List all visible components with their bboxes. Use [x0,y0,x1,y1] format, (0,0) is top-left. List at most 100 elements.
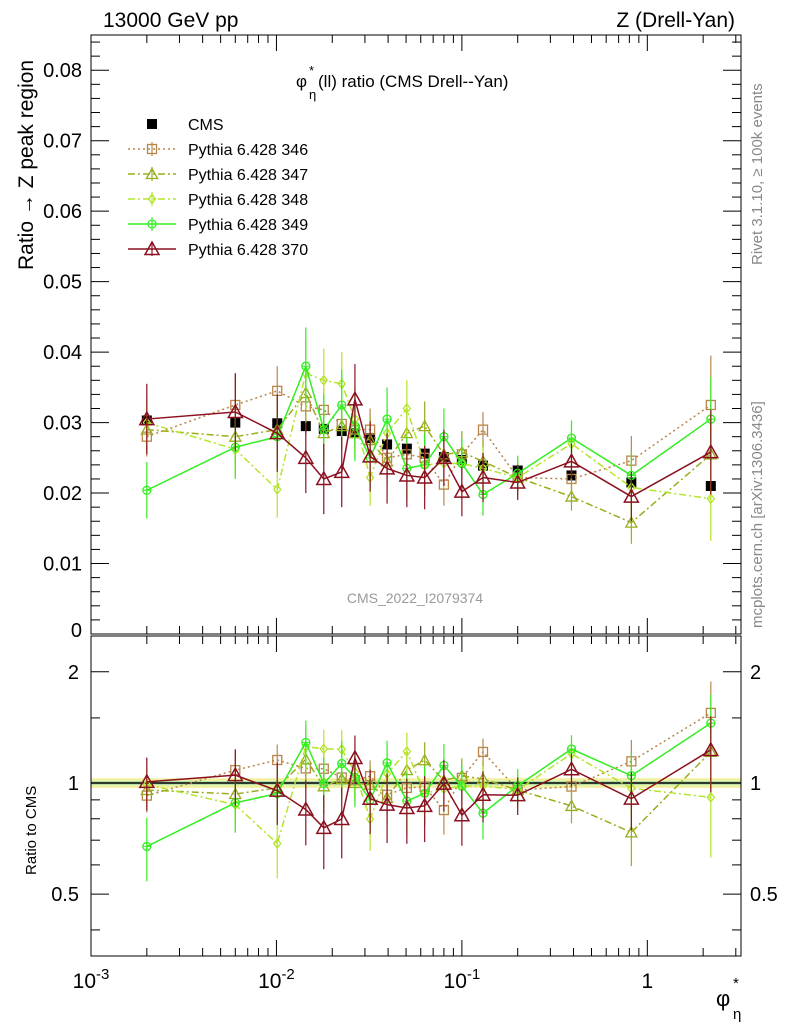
ratio-line-5 [146,749,712,829]
ratio-point [227,766,244,782]
data-point-cross [383,415,392,424]
data-point-shape [272,483,282,496]
data-point [227,403,244,419]
legend-marker-cross [148,220,156,228]
data-point-cross [142,486,151,495]
data-point [378,459,396,475]
ratio-point-cross [319,779,328,788]
ratio-line-4 [146,722,712,848]
rivet-label: Rivet 3.1.10, ≥ 100k events [749,83,766,265]
ratio-point-shape [563,760,580,776]
ratio-point-shape [272,837,282,850]
legend-marker-shape [143,240,161,256]
chart-title-sub: η [309,87,316,102]
data-point [268,424,286,440]
data-point [315,470,333,486]
series-line-5 [146,399,712,498]
legend-marker-shape [145,167,159,180]
ratio-point-shape [361,790,379,805]
data-point-shape [227,403,244,419]
ratio-point-shape [477,746,489,758]
data-point [272,483,282,496]
ratio-point-cross [383,758,392,767]
data-point [402,402,412,415]
ratio-point-shape [319,743,329,755]
ratio-point [509,786,526,802]
ratio-point [333,810,351,826]
data-point [319,424,329,435]
ratio-point-shape [624,825,638,838]
data-point-shape [361,447,379,463]
ratio-point [702,741,720,757]
y-tick-label: 0.06 [43,201,82,223]
ratio-point [623,790,640,805]
ratio-point [453,806,471,822]
data-point-shape [416,469,433,484]
ratio-point [382,758,392,768]
data-point [564,489,579,502]
data-point [702,443,720,459]
ratio-point-shape [706,791,716,803]
main-frame [90,34,742,635]
ratio-point-shape [346,749,364,765]
ratio-point-shape [453,806,471,822]
ratio-point-shape [297,800,315,816]
legend-marker [147,193,157,205]
legend-marker [147,219,157,229]
ratio-point-shape [435,775,453,790]
data-point [477,424,489,435]
data-point-shape [509,473,526,489]
data-point [435,449,453,465]
ratio-point [142,841,152,852]
ratio-point-cross [337,759,346,768]
ratio-point-shape [268,782,286,797]
ratio-point-cross [567,745,576,754]
data-point [382,414,392,424]
ratio-point-shape [333,810,351,826]
ratio-y-tick-label-right: 0.5 [750,884,778,906]
data-point [566,433,577,443]
data-point-shape [268,424,286,440]
ratio-point-cross [301,738,310,747]
data-point-shape [319,374,329,386]
ratio-point [361,790,379,805]
legend-marker-shape [147,119,157,129]
data-point-shape [702,443,720,459]
x-tick-label: 10-1 [444,966,481,993]
ratio-point [624,825,638,838]
data-point [563,452,580,468]
ratio-point-shape [138,773,156,789]
chart-title-sup: * [309,63,314,78]
data-point-shape [398,466,416,482]
ratio-point [138,773,156,789]
y-tick-label: 0.08 [43,60,82,82]
data-point [706,493,716,505]
x-axis-label-sup: * [733,975,739,992]
data-point [361,447,379,463]
ratio-point-shape [378,796,396,811]
ratio-point-shape [418,753,432,766]
legend-marker-shape [147,193,157,205]
data-point-shape [402,402,412,415]
data-point [319,374,329,386]
ratio-point [319,743,329,755]
x-axis-label-sub: η [733,1006,741,1023]
data-point [346,390,364,406]
data-point [624,515,638,528]
ratio-frame [90,635,742,957]
data-point [453,483,471,498]
ratio-point [416,797,433,813]
legend-label: Pythia 6.428 370 [188,242,308,259]
ratio-point [346,749,364,765]
ratio-point [297,800,315,816]
legend-label: Pythia 6.428 346 [188,142,308,159]
header-left: 13000 GeV pp [103,9,238,32]
y-tick-label: 0 [71,620,82,642]
data-point [138,410,156,426]
legend-marker [147,119,157,129]
ratio-point-shape [398,799,416,815]
data-point-cross [337,400,346,409]
legend-label: Pythia 6.428 349 [188,217,308,234]
data-point-shape [435,449,453,465]
ratio-point-shape [227,766,244,782]
